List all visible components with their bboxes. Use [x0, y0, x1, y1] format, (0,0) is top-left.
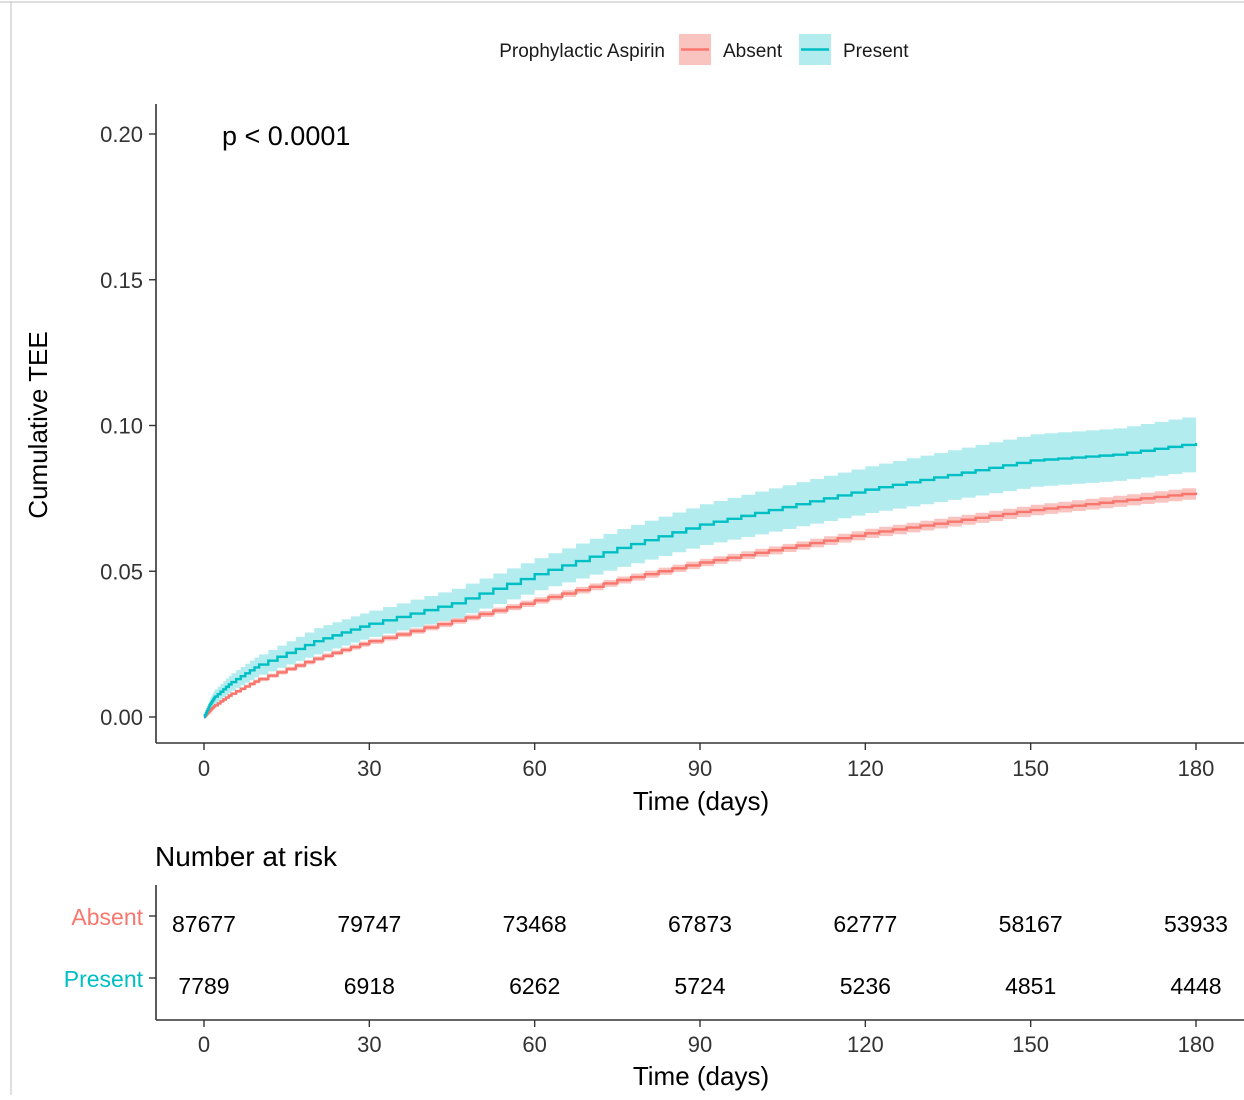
- risk-cell-present: 4448: [1170, 973, 1221, 999]
- ci-band-present: [204, 415, 1196, 717]
- risk-x-tick-label: 150: [1012, 1032, 1049, 1057]
- x-axis-ticks: 0 30 60 90 120 150 180: [198, 743, 1214, 781]
- x-tick-label: 180: [1178, 756, 1215, 781]
- y-tick-label: 0.05: [100, 559, 143, 584]
- legend-label-absent: Absent: [723, 41, 783, 62]
- x-axis-label: Time (days): [633, 786, 769, 816]
- x-tick-label: 0: [198, 756, 210, 781]
- x-tick-label: 150: [1012, 756, 1049, 781]
- risk-x-tick-label: 90: [688, 1032, 712, 1057]
- legend-items: Absent Present: [679, 34, 909, 65]
- risk-cell-present: 6918: [344, 973, 395, 999]
- risk-cell-absent: 62777: [833, 911, 897, 937]
- risk-cell-absent: 58167: [999, 911, 1063, 937]
- risk-x-tick-label: 120: [847, 1032, 884, 1057]
- cumulative-curves: [203, 442, 1198, 719]
- risk-cell-present: 5724: [674, 973, 725, 999]
- legend: Prophylactic Aspirin Absent Present: [499, 34, 909, 65]
- y-tick-label: 0.20: [100, 122, 143, 147]
- risk-cell-present: 4851: [1005, 973, 1056, 999]
- risk-row-label-present: Present: [64, 966, 144, 992]
- legend-label-present: Present: [843, 41, 909, 62]
- y-tick-label: 0.10: [100, 414, 143, 439]
- risk-cell-absent: 73468: [503, 911, 567, 937]
- risk-cell-absent: 67873: [668, 911, 732, 937]
- risk-x-tick-label: 180: [1178, 1032, 1215, 1057]
- risk-table-x-label: Time (days): [633, 1061, 769, 1091]
- y-axis-ticks: 0.00 0.05 0.10 0.15 0.20: [100, 122, 156, 730]
- risk-row-label-absent: Absent: [71, 904, 143, 930]
- risk-table-rows: Absent 87677 79747 73468 67873 62777 58167 5393…: [64, 904, 1228, 999]
- confidence-bands: [204, 415, 1196, 717]
- legend-title: Prophylactic Aspirin: [499, 41, 665, 62]
- curve-absent: [203, 492, 1198, 719]
- curve-present: [203, 442, 1198, 719]
- risk-x-tick-label: 30: [357, 1032, 381, 1057]
- risk-x-tick-label: 0: [198, 1032, 210, 1057]
- risk-cell-absent: 79747: [337, 911, 401, 937]
- x-tick-label: 60: [522, 756, 546, 781]
- risk-cell-present: 7789: [178, 973, 229, 999]
- y-axis-label: Cumulative TEE: [23, 331, 53, 518]
- x-tick-label: 30: [357, 756, 381, 781]
- x-tick-label: 90: [688, 756, 712, 781]
- main-plot: 0.00 0.05 0.10 0.15 0.20 0 30 60 90 120 150 180 Cu…: [23, 104, 1244, 816]
- risk-x-tick-label: 60: [522, 1032, 546, 1057]
- risk-table: Number at risk Absent 87677 79747 73468 6787…: [64, 841, 1244, 1091]
- p-value-annotation: p < 0.0001: [222, 121, 350, 151]
- risk-table-title: Number at risk: [155, 841, 338, 872]
- x-tick-label: 120: [847, 756, 884, 781]
- risk-cell-absent: 53933: [1164, 911, 1228, 937]
- risk-cell-absent: 87677: [172, 911, 236, 937]
- risk-cell-present: 5236: [840, 973, 891, 999]
- y-tick-label: 0.15: [100, 268, 143, 293]
- risk-table-x-ticks: 0 30 60 90 120 150 180: [198, 1020, 1214, 1057]
- y-tick-label: 0.00: [100, 705, 143, 730]
- risk-cell-present: 6262: [509, 973, 560, 999]
